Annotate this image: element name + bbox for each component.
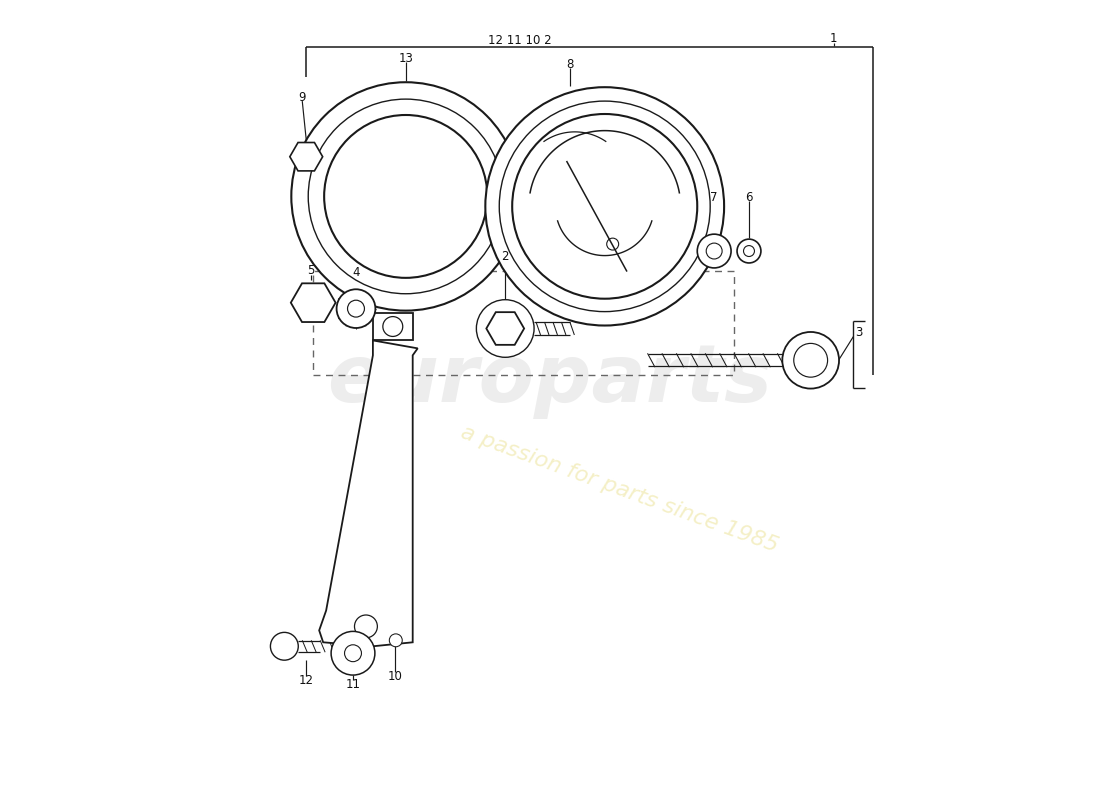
Circle shape xyxy=(485,87,724,326)
Text: 9: 9 xyxy=(298,90,306,104)
Circle shape xyxy=(271,632,298,660)
Text: 12: 12 xyxy=(299,674,314,686)
Polygon shape xyxy=(373,313,412,341)
Circle shape xyxy=(499,101,711,312)
Circle shape xyxy=(513,114,697,298)
Circle shape xyxy=(607,238,618,250)
Circle shape xyxy=(495,318,515,338)
Text: 12 11 10 2: 12 11 10 2 xyxy=(488,34,552,47)
Text: 13: 13 xyxy=(398,52,414,65)
Circle shape xyxy=(706,243,722,259)
Text: 11: 11 xyxy=(345,678,361,690)
Circle shape xyxy=(337,290,375,328)
Circle shape xyxy=(348,300,364,317)
Circle shape xyxy=(331,631,375,675)
Circle shape xyxy=(697,234,732,268)
Circle shape xyxy=(389,634,403,646)
Text: 10: 10 xyxy=(387,670,403,682)
Circle shape xyxy=(324,115,487,278)
Polygon shape xyxy=(319,341,418,646)
Circle shape xyxy=(744,246,755,257)
Circle shape xyxy=(297,148,316,166)
Circle shape xyxy=(300,290,326,315)
Text: 6: 6 xyxy=(745,191,752,204)
Text: a passion for parts since 1985: a passion for parts since 1985 xyxy=(459,422,781,556)
Circle shape xyxy=(737,239,761,263)
Text: 4: 4 xyxy=(352,266,360,279)
Text: 5: 5 xyxy=(308,265,315,278)
Circle shape xyxy=(794,343,827,377)
Circle shape xyxy=(782,332,839,389)
Bar xyxy=(314,271,734,375)
Text: 8: 8 xyxy=(566,58,573,71)
Circle shape xyxy=(383,317,403,337)
Circle shape xyxy=(344,645,362,662)
Circle shape xyxy=(476,300,535,358)
Circle shape xyxy=(292,82,520,310)
Text: 1: 1 xyxy=(829,32,837,45)
Text: 7: 7 xyxy=(711,191,718,204)
Text: 2: 2 xyxy=(502,250,509,263)
Circle shape xyxy=(308,99,503,294)
Text: europarts: europarts xyxy=(328,341,772,419)
Circle shape xyxy=(354,615,377,638)
Text: 3: 3 xyxy=(855,326,862,339)
